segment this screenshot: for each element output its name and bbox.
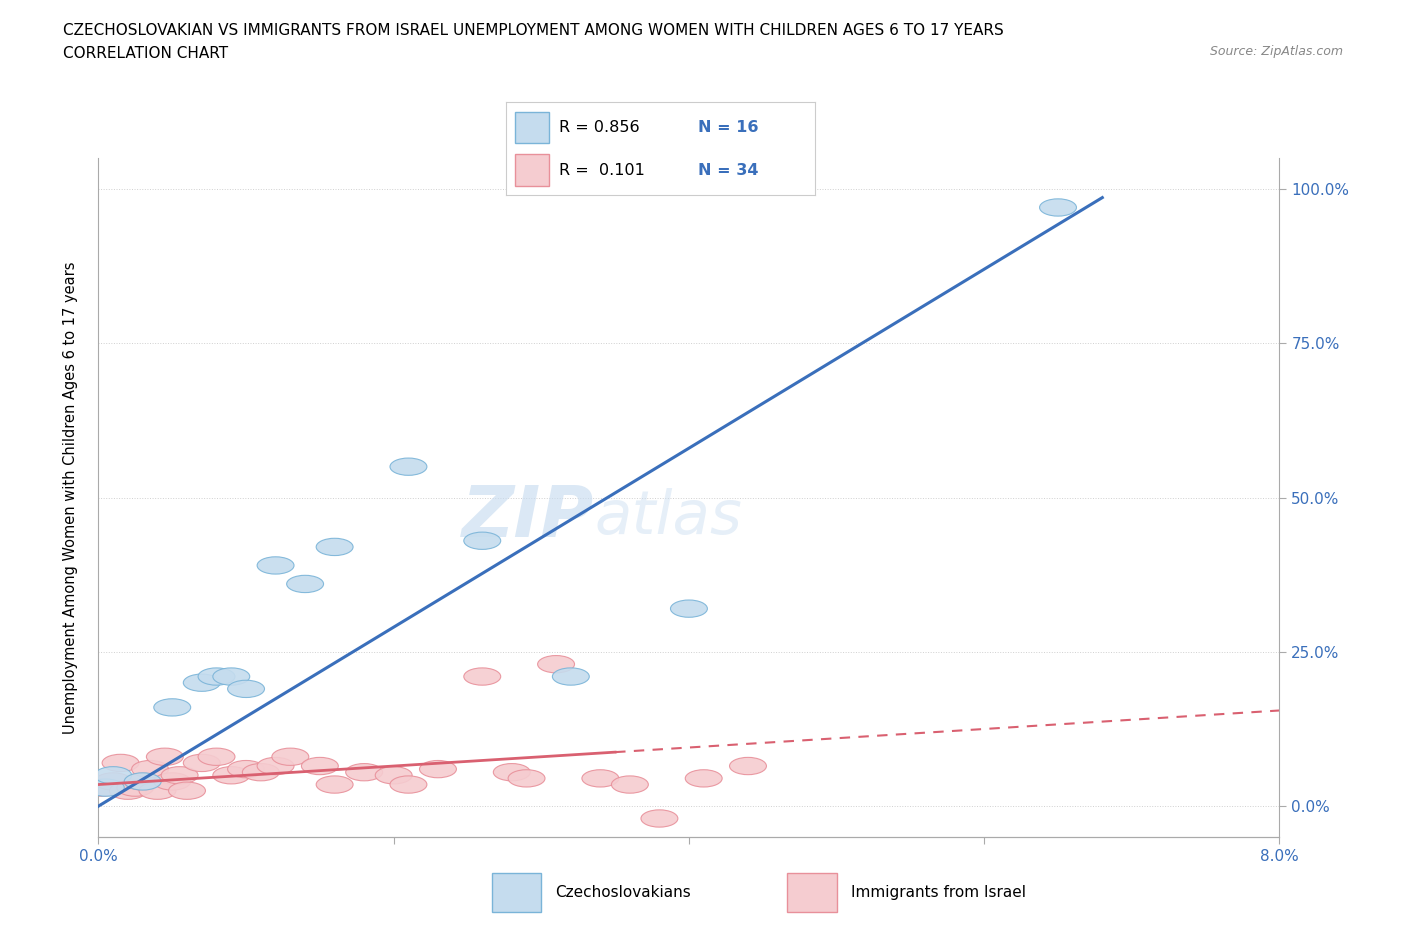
Text: N = 34: N = 34 bbox=[697, 163, 758, 178]
Ellipse shape bbox=[198, 748, 235, 765]
FancyBboxPatch shape bbox=[492, 873, 541, 912]
Ellipse shape bbox=[685, 770, 723, 787]
Ellipse shape bbox=[346, 764, 382, 781]
Ellipse shape bbox=[316, 776, 353, 793]
Ellipse shape bbox=[124, 773, 162, 790]
Ellipse shape bbox=[117, 779, 153, 796]
Ellipse shape bbox=[153, 698, 191, 716]
Text: Source: ZipAtlas.com: Source: ZipAtlas.com bbox=[1209, 45, 1343, 58]
Ellipse shape bbox=[1039, 199, 1077, 216]
Ellipse shape bbox=[271, 748, 309, 765]
Text: Czechoslovakians: Czechoslovakians bbox=[555, 885, 692, 900]
FancyBboxPatch shape bbox=[516, 112, 550, 143]
Ellipse shape bbox=[94, 766, 132, 784]
Ellipse shape bbox=[464, 532, 501, 550]
Ellipse shape bbox=[730, 757, 766, 775]
FancyBboxPatch shape bbox=[516, 154, 550, 186]
Ellipse shape bbox=[582, 770, 619, 787]
Text: Immigrants from Israel: Immigrants from Israel bbox=[851, 885, 1025, 900]
Ellipse shape bbox=[132, 761, 169, 777]
Text: ZIP: ZIP bbox=[463, 484, 595, 552]
Ellipse shape bbox=[537, 656, 575, 672]
Ellipse shape bbox=[212, 668, 250, 685]
Ellipse shape bbox=[419, 761, 457, 777]
Ellipse shape bbox=[146, 748, 183, 765]
Ellipse shape bbox=[212, 766, 250, 784]
Ellipse shape bbox=[162, 766, 198, 784]
Ellipse shape bbox=[508, 770, 546, 787]
Ellipse shape bbox=[389, 458, 427, 475]
Ellipse shape bbox=[153, 773, 191, 790]
Ellipse shape bbox=[139, 782, 176, 800]
Text: CZECHOSLOVAKIAN VS IMMIGRANTS FROM ISRAEL UNEMPLOYMENT AMONG WOMEN WITH CHILDREN: CZECHOSLOVAKIAN VS IMMIGRANTS FROM ISRAE… bbox=[63, 23, 1004, 38]
Ellipse shape bbox=[671, 600, 707, 618]
Ellipse shape bbox=[110, 782, 146, 800]
Ellipse shape bbox=[198, 668, 235, 685]
Y-axis label: Unemployment Among Women with Children Ages 6 to 17 years: Unemployment Among Women with Children A… bbox=[63, 261, 77, 734]
Text: R = 0.856: R = 0.856 bbox=[558, 120, 640, 135]
Ellipse shape bbox=[641, 810, 678, 827]
Ellipse shape bbox=[183, 674, 221, 691]
Ellipse shape bbox=[301, 757, 339, 775]
Ellipse shape bbox=[494, 764, 530, 781]
Ellipse shape bbox=[228, 761, 264, 777]
Ellipse shape bbox=[612, 776, 648, 793]
Ellipse shape bbox=[83, 779, 120, 796]
Ellipse shape bbox=[287, 576, 323, 592]
Ellipse shape bbox=[316, 538, 353, 555]
Text: CORRELATION CHART: CORRELATION CHART bbox=[63, 46, 228, 61]
Ellipse shape bbox=[553, 668, 589, 685]
Ellipse shape bbox=[228, 680, 264, 698]
Ellipse shape bbox=[87, 779, 124, 796]
FancyBboxPatch shape bbox=[787, 873, 837, 912]
Ellipse shape bbox=[389, 776, 427, 793]
Ellipse shape bbox=[124, 773, 162, 790]
Ellipse shape bbox=[257, 557, 294, 574]
Ellipse shape bbox=[103, 754, 139, 772]
Text: N = 16: N = 16 bbox=[697, 120, 758, 135]
Ellipse shape bbox=[242, 764, 280, 781]
Text: R =  0.101: R = 0.101 bbox=[558, 163, 644, 178]
Ellipse shape bbox=[375, 766, 412, 784]
Text: atlas: atlas bbox=[595, 488, 742, 548]
Ellipse shape bbox=[94, 773, 132, 790]
Ellipse shape bbox=[169, 782, 205, 800]
Ellipse shape bbox=[183, 754, 221, 772]
Ellipse shape bbox=[257, 757, 294, 775]
Ellipse shape bbox=[464, 668, 501, 685]
